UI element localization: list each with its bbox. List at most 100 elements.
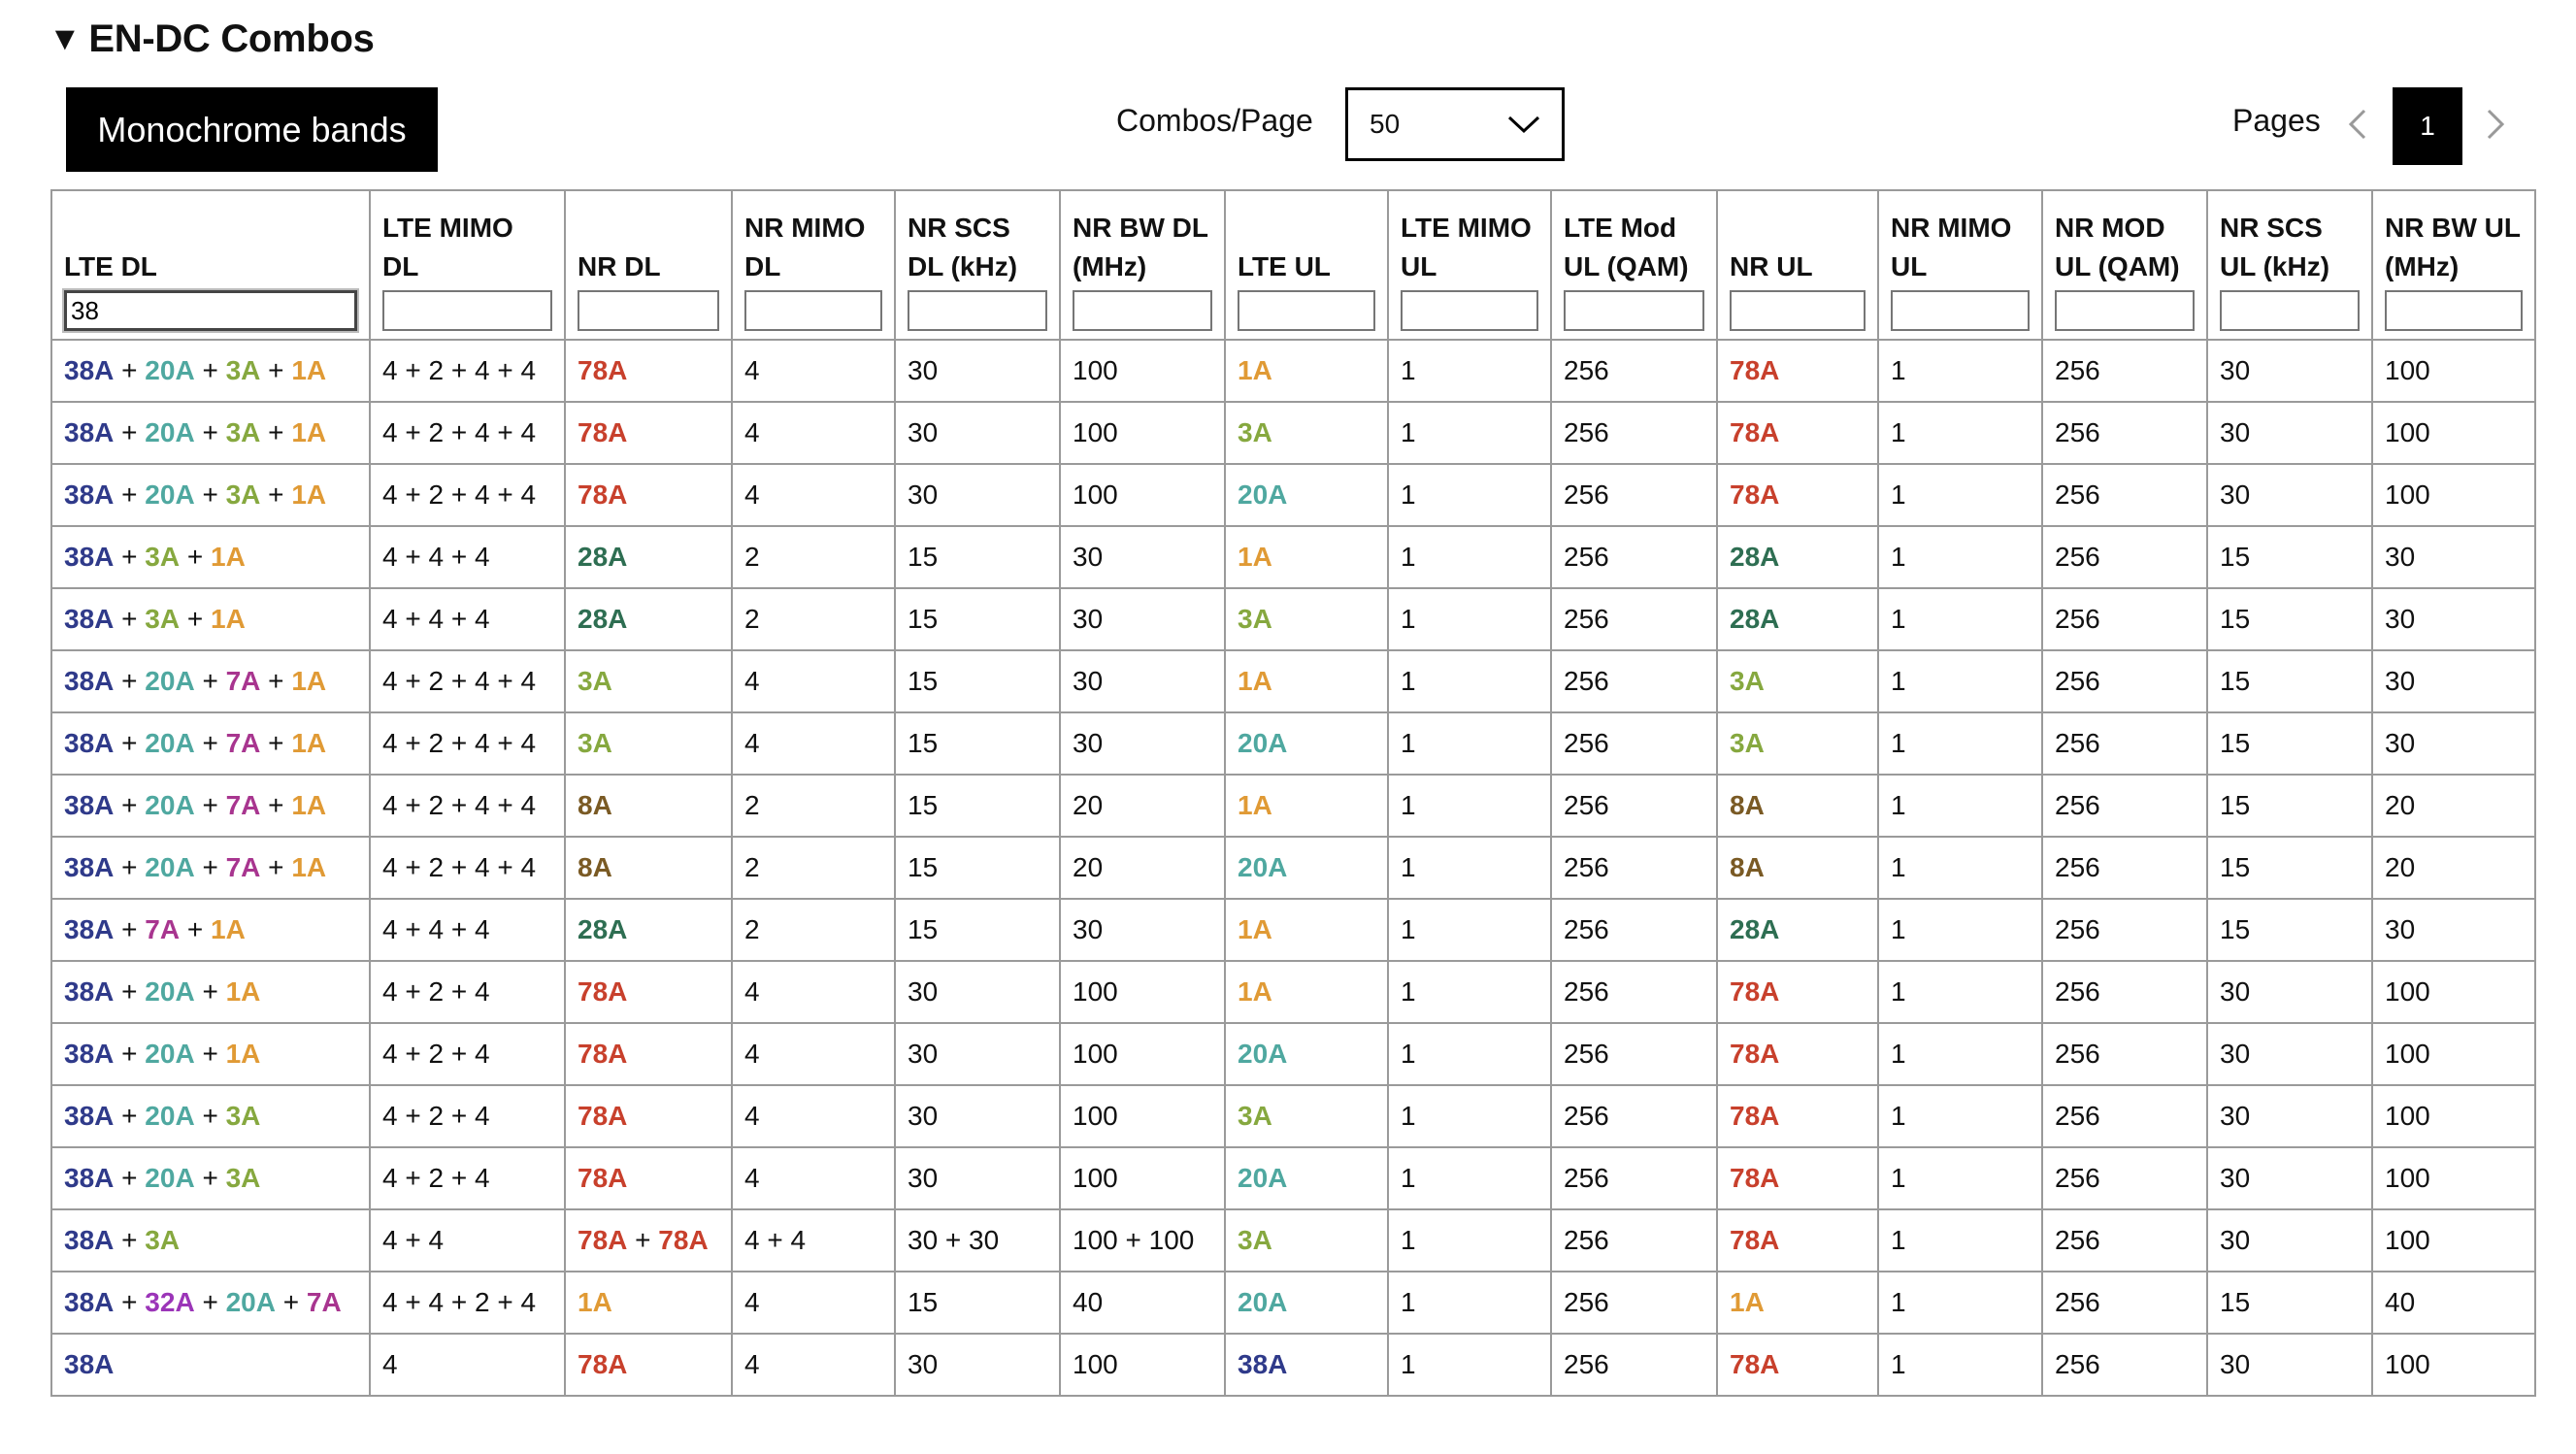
combos-table: LTE DL LTE MIMO DL NR DL NR MIMO DL NR SCS D… (50, 189, 2536, 1397)
band-label: 1A (291, 852, 327, 882)
band-label: 38A (64, 604, 115, 634)
cell-nr-mimo-ul: 1 (1877, 401, 2043, 465)
band-label: 38A (64, 790, 115, 820)
cell-nr-scs-ul: 30 (2206, 1022, 2373, 1086)
band-label: 38A (64, 417, 115, 447)
cell-nr-bw-dl: 100 (1059, 960, 1226, 1024)
table-row: 38A + 3A + 1A 4 + 4 + 4 28A 2 15 30 1A 1 256 28A 1… (50, 525, 2536, 589)
cell-lte-ul: 20A (1224, 836, 1389, 900)
chevron-right-icon (2487, 109, 2505, 140)
band-label: 78A (1730, 1039, 1780, 1069)
band-label: 1A (1238, 976, 1272, 1007)
table-row: 38A + 20A + 3A + 1A 4 + 2 + 4 + 4 78A 4 30 10… (50, 401, 2536, 465)
cell-nr-scs-ul: 30 (2206, 1208, 2373, 1272)
cell-nr-bw-ul: 100 (2371, 401, 2536, 465)
filter-input-lte-mimo-ul[interactable] (1401, 290, 1538, 331)
cell-nr-ul: 8A (1716, 774, 1879, 838)
cell-lte-mimo-ul: 1 (1387, 711, 1552, 776)
cell-nr-mimo-ul: 1 (1877, 587, 2043, 651)
cell-lte-dl: 38A + 3A + 1A (50, 587, 371, 651)
filter-input-nr-mimo-ul[interactable] (1891, 290, 2030, 331)
band-label: 1A (211, 604, 246, 634)
next-page-button[interactable] (2483, 105, 2508, 144)
cell-nr-mod-ul: 256 (2041, 1084, 2208, 1148)
cell-nr-scs-ul: 15 (2206, 525, 2373, 589)
cell-lte-mod-ul: 256 (1550, 1208, 1718, 1272)
cell-nr-scs-ul: 30 (2206, 339, 2373, 403)
cell-lte-mod-ul: 256 (1550, 774, 1718, 838)
cell-nr-mod-ul: 256 (2041, 1333, 2208, 1397)
cell-nr-ul: 3A (1716, 711, 1879, 776)
cell-lte-mimo-dl: 4 + 4 + 4 (369, 525, 566, 589)
filter-input-lte-dl[interactable] (62, 288, 359, 333)
cell-nr-ul: 78A (1716, 339, 1879, 403)
cell-nr-bw-dl: 100 (1059, 401, 1226, 465)
cell-lte-mimo-dl: 4 + 4 + 4 (369, 898, 566, 962)
cell-lte-mimo-ul: 1 (1387, 1271, 1552, 1335)
cell-nr-mimo-ul: 1 (1877, 1271, 2043, 1335)
table-row: 38A + 20A + 3A 4 + 2 + 4 78A 4 30 100 3A 1 256 78… (50, 1084, 2536, 1148)
cell-nr-bw-dl: 100 (1059, 1146, 1226, 1210)
cell-nr-scs-ul: 30 (2206, 463, 2373, 527)
cell-nr-ul: 78A (1716, 401, 1879, 465)
cell-nr-bw-ul: 100 (2371, 1208, 2536, 1272)
band-label: 38A (1238, 1349, 1288, 1379)
column-header-label: NR UL (1730, 251, 1813, 281)
band-label: 1A (291, 790, 327, 820)
filter-input-lte-ul[interactable] (1238, 290, 1375, 331)
band-label: 28A (1730, 542, 1780, 572)
cell-lte-mimo-ul: 1 (1387, 401, 1552, 465)
column-header-nr-mod-ul: NR MOD UL (QAM) (2041, 189, 2208, 341)
filter-input-nr-mod-ul[interactable] (2055, 290, 2195, 331)
cell-nr-mimo-dl: 2 (731, 774, 896, 838)
filter-input-nr-scs-ul[interactable] (2220, 290, 2360, 331)
cell-nr-bw-ul: 100 (2371, 339, 2536, 403)
band-label: 20A (145, 790, 195, 820)
band-label: 20A (1238, 728, 1288, 758)
cell-lte-mimo-dl: 4 + 2 + 4 (369, 1022, 566, 1086)
cell-lte-dl: 38A + 20A + 3A + 1A (50, 339, 371, 403)
table-row: 38A 4 78A 4 30 100 38A 1 256 78A 1 256 30 100 (50, 1333, 2536, 1397)
section-title: EN-DC Combos (88, 17, 375, 60)
cell-nr-scs-ul: 15 (2206, 649, 2373, 713)
cell-nr-scs-ul: 30 (2206, 401, 2373, 465)
filter-input-nr-scs-dl[interactable] (908, 290, 1047, 331)
monochrome-bands-button[interactable]: Monochrome bands (66, 87, 438, 172)
cell-nr-bw-dl: 100 (1059, 1084, 1226, 1148)
filter-input-nr-bw-ul[interactable] (2385, 290, 2523, 331)
cell-nr-ul: 28A (1716, 898, 1879, 962)
cell-lte-mimo-dl: 4 + 2 + 4 (369, 960, 566, 1024)
filter-input-nr-bw-dl[interactable] (1073, 290, 1212, 331)
cell-nr-mimo-dl: 2 (731, 898, 896, 962)
band-label: 78A (578, 1101, 628, 1131)
band-label: 3A (145, 1225, 181, 1255)
current-page-button[interactable]: 1 (2393, 87, 2462, 165)
filter-input-lte-mod-ul[interactable] (1564, 290, 1704, 331)
filter-input-nr-ul[interactable] (1730, 290, 1866, 331)
cell-nr-bw-ul: 100 (2371, 1084, 2536, 1148)
column-header-label: LTE MIMO UL (1401, 213, 1532, 281)
cell-nr-mimo-ul: 1 (1877, 1022, 2043, 1086)
combos-per-page-select[interactable]: 50 (1345, 87, 1565, 161)
band-label: 78A (1730, 355, 1780, 385)
cell-nr-scs-dl: 15 (894, 711, 1061, 776)
column-header-lte-dl: LTE DL (50, 189, 371, 341)
cell-lte-mimo-dl: 4 + 2 + 4 + 4 (369, 463, 566, 527)
cell-lte-mimo-ul: 1 (1387, 1208, 1552, 1272)
filter-input-lte-mimo-dl[interactable] (382, 290, 552, 331)
section-toggle[interactable]: ▼ EN-DC Combos (49, 17, 375, 61)
cell-nr-scs-dl: 30 (894, 1333, 1061, 1397)
cell-nr-ul: 28A (1716, 587, 1879, 651)
filter-input-nr-mimo-dl[interactable] (744, 290, 882, 331)
cell-lte-mimo-ul: 1 (1387, 339, 1552, 403)
band-label: 3A (225, 1101, 261, 1131)
filter-input-nr-dl[interactable] (578, 290, 719, 331)
cell-nr-bw-dl: 40 (1059, 1271, 1226, 1335)
table-row: 38A + 20A + 7A + 1A 4 + 2 + 4 + 4 8A 2 15 20 1… (50, 774, 2536, 838)
column-header-label: NR DL (578, 251, 661, 281)
cell-nr-ul: 78A (1716, 1022, 1879, 1086)
prev-page-button[interactable] (2345, 105, 2370, 144)
band-label: 1A (1238, 790, 1272, 820)
cell-lte-mimo-ul: 1 (1387, 898, 1552, 962)
cell-nr-dl: 78A (564, 960, 733, 1024)
